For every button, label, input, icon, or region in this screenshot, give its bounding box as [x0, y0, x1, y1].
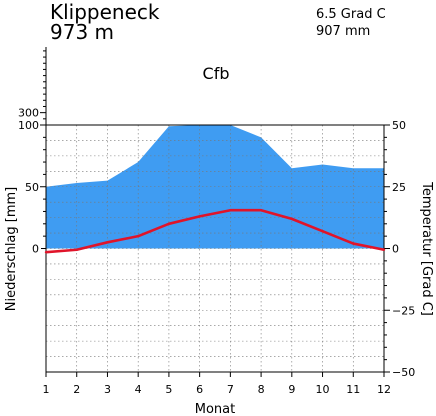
- x-tick-label: 12: [377, 383, 391, 396]
- right-tick-label: 25: [392, 181, 406, 194]
- annual-mean-temperature: 6.5 Grad C: [316, 7, 386, 22]
- temperature-point: [321, 230, 324, 233]
- left-axis-label: Niederschlag [mm]: [4, 187, 19, 312]
- temperature-point: [75, 248, 78, 251]
- x-tick-label: 6: [196, 383, 203, 396]
- x-tick-label: 4: [135, 383, 142, 396]
- x-tick-label: 2: [73, 383, 80, 396]
- left-tick-label: 50: [25, 181, 39, 194]
- station-name: Klippeneck: [50, 0, 160, 24]
- right-tick-label: 50: [392, 119, 406, 132]
- x-tick-label: 3: [104, 383, 111, 396]
- temperature-point: [352, 242, 355, 245]
- x-tick-label: 11: [346, 383, 360, 396]
- right-tick-label: −25: [392, 304, 415, 317]
- temperature-point: [136, 234, 140, 238]
- temperature-point: [382, 248, 386, 251]
- x-tick-label: 8: [258, 383, 265, 396]
- temperature-point: [106, 241, 109, 244]
- x-tick-label: 9: [288, 383, 295, 396]
- x-tick-label: 10: [316, 383, 330, 396]
- x-tick-label: 7: [227, 383, 234, 396]
- right-axis-label: Temperatur [Grad C]: [419, 181, 434, 316]
- temperature-line: [45, 208, 385, 254]
- station-elevation: 973 m: [50, 20, 114, 44]
- temperature-point: [44, 251, 48, 254]
- left-tick-label: 0: [32, 243, 39, 256]
- x-axis-label: Monat: [195, 402, 235, 416]
- climate-classification: Cfb: [203, 64, 230, 83]
- temperature-point: [198, 215, 201, 218]
- right-tick-label: −50: [392, 366, 415, 379]
- left-tick-label: 300: [18, 107, 39, 120]
- right-tick-label: 0: [392, 243, 399, 256]
- temperature-point: [259, 209, 263, 212]
- left-tick-label: 100: [18, 119, 39, 132]
- x-tick-label: 1: [43, 383, 50, 396]
- temperature-point: [167, 222, 171, 225]
- annual-precipitation: 907 mm: [316, 24, 370, 39]
- temperature-point: [229, 209, 232, 212]
- x-tick-label: 5: [165, 383, 172, 396]
- temperature-point: [290, 217, 294, 221]
